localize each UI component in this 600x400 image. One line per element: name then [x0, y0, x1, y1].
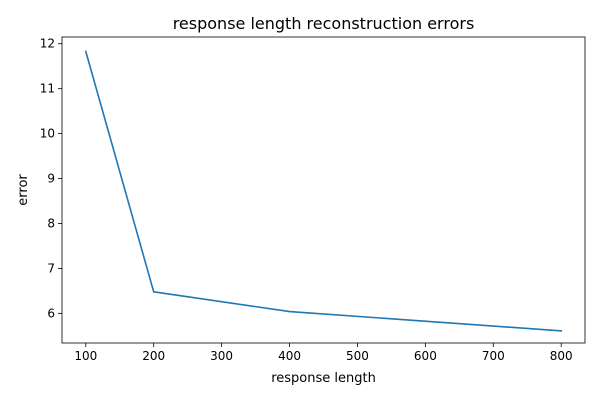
- x-axis-label: response length: [271, 371, 376, 386]
- y-axis-label: error: [16, 174, 31, 206]
- y-tick-label: 10: [40, 127, 55, 141]
- x-tick-label: 700: [482, 349, 505, 363]
- x-tick-label: 100: [74, 349, 97, 363]
- y-tick-label: 8: [47, 216, 55, 230]
- chart-title: response length reconstruction errors: [173, 14, 475, 33]
- x-tick-label: 300: [210, 349, 233, 363]
- series-line-0: [84, 50, 563, 332]
- y-tick-label: 12: [40, 37, 55, 51]
- y-tick-label: 11: [40, 82, 55, 96]
- y-tick-label: 7: [47, 261, 55, 275]
- y-tick-label: 6: [47, 306, 55, 320]
- plot-frame: [61, 36, 586, 344]
- plot-area: 100 200 300 400 500 600 700 800 6 7 8 9 10 11 12: [40, 36, 586, 363]
- x-tick-label: 500: [346, 349, 369, 363]
- y-tick-label: 9: [47, 172, 55, 186]
- x-tick-label: 400: [278, 349, 301, 363]
- x-tick-label: 600: [414, 349, 437, 363]
- x-tick-label: 800: [550, 349, 573, 363]
- x-tick-label: 200: [142, 349, 165, 363]
